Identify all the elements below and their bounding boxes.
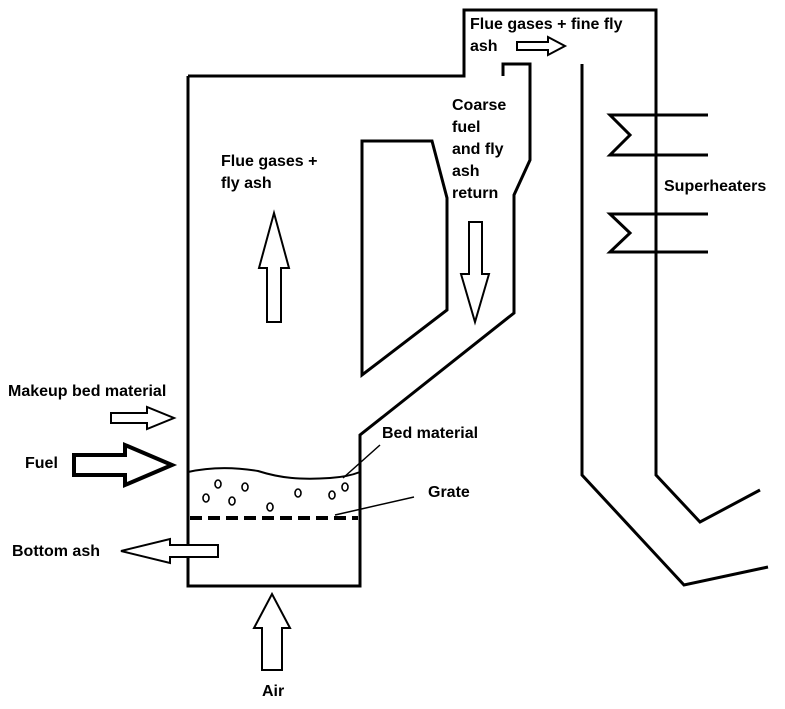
furnace-wall [188,8,761,524]
cyclone-baffle [360,139,449,379]
label-flue-gases-fly-ash: Flue gases + fly ash [221,151,318,195]
furnace-left-wall [186,62,532,588]
bed-material-leader [342,444,381,479]
label-fuel: Fuel [25,455,58,472]
arrow-air [252,591,292,671]
arrow-makeup [110,405,177,431]
label-flue-gases-fly-ash-line1: Flue gases + [221,153,318,170]
label-coarse-return-line4: ash [452,163,480,180]
arrow-bottom-ash [120,537,219,565]
superheater-coil-top [606,113,708,157]
label-grate: Grate [428,484,470,501]
label-flue-gases-fine-fly-ash-line1: Flue gases + fine fly [470,16,623,33]
arrow-fuel [72,441,178,489]
arrow-return-down [459,221,491,326]
superheater-coil-bottom [606,212,708,254]
bed-surface [187,467,361,480]
label-flue-gases-fly-ash-line2: fly ash [221,175,272,192]
label-makeup-bed-material: Makeup bed material [8,383,167,400]
label-coarse-return: Coarse fuel and fly ash return [452,95,506,205]
label-bed-material: Bed material [382,425,479,442]
label-coarse-return-line3: and fly [452,141,504,158]
duct-inner-wall [580,64,769,587]
arrow-flue-up [257,209,291,323]
label-flue-gases-fine-fly-ash: Flue gases + fine fly ash [470,14,623,58]
grate-leader [334,496,415,516]
label-coarse-return-line1: Coarse [452,97,507,114]
arrow-flue-out [516,35,568,57]
label-flue-gases-fine-fly-ash-line2: ash [470,38,498,55]
bed-particles [202,479,349,512]
label-superheaters: Superheaters [664,178,767,195]
label-coarse-return-line5: return [452,185,499,202]
label-coarse-return-line2: fuel [452,119,481,136]
label-air: Air [262,683,285,700]
label-bottom-ash: Bottom ash [12,543,100,560]
